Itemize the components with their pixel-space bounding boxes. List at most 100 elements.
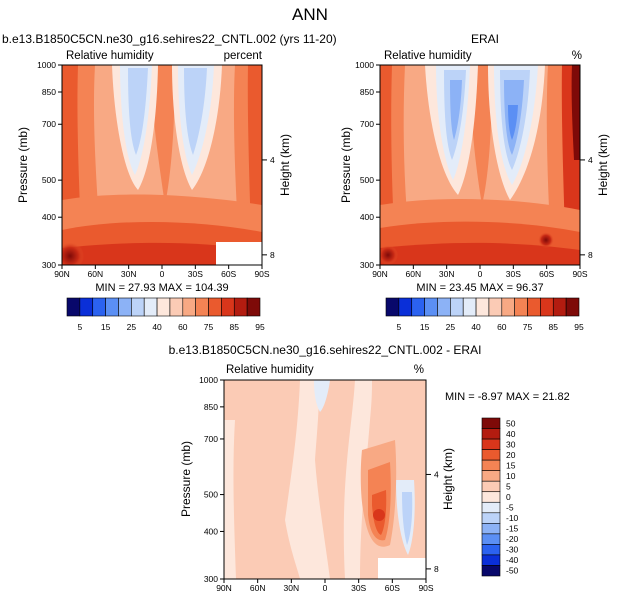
obs-ytick-label: 500	[360, 175, 374, 185]
model-colorbar-box	[169, 297, 184, 317]
diff-colorbar-box	[481, 470, 501, 482]
diff-colorbar-label: 0	[506, 492, 511, 502]
obs-colorbar-box	[475, 297, 490, 317]
obs-colorbar-box	[411, 297, 425, 317]
diff-colorbar-box	[481, 491, 501, 503]
diff-colorbar-label: 40	[506, 429, 516, 439]
obs-colorbar-box	[565, 297, 580, 317]
diff-ytick-label: 300	[204, 574, 218, 584]
obs-xtick-label: 90S	[572, 269, 587, 279]
model-xtick-label: 0	[160, 269, 165, 279]
obs-ytick-label: 1000	[355, 60, 374, 70]
diff-ylabel: Pressure (mb)	[179, 441, 193, 517]
model-colorbar-label: 60	[178, 322, 188, 332]
obs-ylabel: Pressure (mb)	[339, 127, 353, 203]
diff-xtick-label: 30S	[351, 583, 366, 593]
obs-colorbar-box	[462, 297, 477, 317]
diff-ytick-label: 500	[204, 490, 218, 500]
obs-colorbar-box	[437, 297, 451, 317]
obs-y2tick-label: 8	[588, 250, 593, 260]
obs-right-label: %	[572, 50, 582, 62]
obs-xtick-label: 30S	[506, 269, 521, 279]
diff-colorbar-box	[481, 544, 501, 556]
obs-panel: ERAI Relative humidity %	[339, 32, 610, 294]
diff-colorbar-label: -50	[506, 566, 519, 576]
model-field	[62, 65, 262, 265]
obs-colorbar-box	[514, 297, 528, 317]
model-colorbar-box	[105, 297, 119, 317]
obs-colorbar-label: 85	[549, 322, 559, 332]
obs-xtick-label: 60S	[539, 269, 554, 279]
model-colorbar-box	[221, 297, 235, 317]
model-colorbar-label: 25	[127, 322, 137, 332]
obs-colorbar-box	[540, 297, 554, 317]
obs-field	[380, 65, 580, 265]
diff-ytick-label: 700	[204, 434, 218, 444]
obs-colorbar-box	[527, 297, 541, 317]
obs-ytick-label: 300	[360, 260, 374, 270]
diff-colorbar-box	[481, 554, 501, 566]
diff-colorbar-label: 10	[506, 471, 516, 481]
model-colorbar-label: 75	[204, 322, 214, 332]
model-colorbar-box	[182, 297, 196, 317]
model-colorbar-box	[118, 297, 132, 317]
diff-colorbar-box	[481, 438, 501, 450]
model-ytick-label: 400	[42, 212, 56, 222]
model-panel: b.e13.B1850C5CN.ne30_g16.sehires22_CNTL.…	[2, 32, 337, 294]
diff-colorbar-label: 5	[506, 481, 511, 491]
model-colorbar-box	[79, 297, 94, 317]
diff-colorbar-label: -20	[506, 534, 519, 544]
model-ytick-label: 700	[42, 119, 56, 129]
diff-panel: b.e13.B1850C5CN.ne30_g16.sehires22_CNTL.…	[169, 343, 570, 580]
model-y2tick-label: 8	[270, 250, 275, 260]
model-colorbar-label: 85	[230, 322, 240, 332]
obs-colorbar-label: 75	[523, 322, 533, 332]
obs-y2tick-label: 4	[588, 155, 593, 165]
model-xtick-label: 30S	[188, 269, 203, 279]
diff-colorbar-label: 30	[506, 439, 516, 449]
obs-colorbar-label: 40	[471, 322, 481, 332]
model-colorbar-label: 5	[77, 322, 82, 332]
obs-xtick-label: 30N	[439, 269, 455, 279]
model-colorbar-box	[131, 297, 145, 317]
obs-colorbar-box	[552, 297, 567, 317]
obs-y2label: Height (km)	[596, 134, 610, 196]
model-stats: MIN = 27.93 MAX = 104.39	[95, 282, 228, 294]
diff-stats: MIN = -8.97 MAX = 21.82	[445, 391, 570, 403]
diff-colorbar-box	[481, 428, 501, 440]
model-title: b.e13.B1850C5CN.ne30_g16.sehires22_CNTL.…	[2, 32, 337, 46]
diff-colorbar-label: 15	[506, 460, 516, 470]
model-xtick-label: 60N	[88, 269, 104, 279]
model-ytick-label: 850	[42, 87, 56, 97]
obs-xtick-label: 60N	[406, 269, 422, 279]
diff-xtick-label: 30N	[284, 583, 300, 593]
model-colorbar-box	[143, 297, 158, 317]
diff-xtick-label: 60N	[250, 583, 266, 593]
model-y2tick-label: 4	[270, 155, 275, 165]
obs-colorbar-box	[424, 297, 438, 317]
diff-colorbar-box	[481, 533, 501, 545]
obs-colorbar-label: 5	[396, 322, 401, 332]
diff-colorbar-box	[481, 480, 501, 493]
obs-ytick-label: 400	[360, 212, 374, 222]
obs-colorbar-box	[398, 297, 413, 317]
model-xtick-label: 30N	[121, 269, 137, 279]
diff-colorbar-box	[481, 417, 501, 429]
obs-xtick-label: 90N	[372, 269, 388, 279]
obs-ytick-label: 850	[360, 87, 374, 97]
diff-ytick-label: 1000	[199, 375, 218, 385]
model-colorbar-box	[233, 297, 248, 317]
diff-colorbar-box	[481, 459, 501, 471]
diff-y2tick-label: 8	[434, 564, 439, 574]
diff-xtick-label: 90S	[418, 583, 433, 593]
model-xtick-label: 60S	[221, 269, 236, 279]
obs-left-label: Relative humidity	[384, 50, 472, 62]
diff-colorbar-box	[481, 501, 501, 514]
model-colorbar-box	[92, 297, 106, 317]
diff-y2tick-label: 4	[434, 469, 439, 479]
diff-ytick-label: 400	[204, 526, 218, 536]
diff-colorbar-label: 20	[506, 450, 516, 460]
diff-colorbar-label: -30	[506, 545, 519, 555]
diff-colorbar-label: -10	[506, 513, 519, 523]
